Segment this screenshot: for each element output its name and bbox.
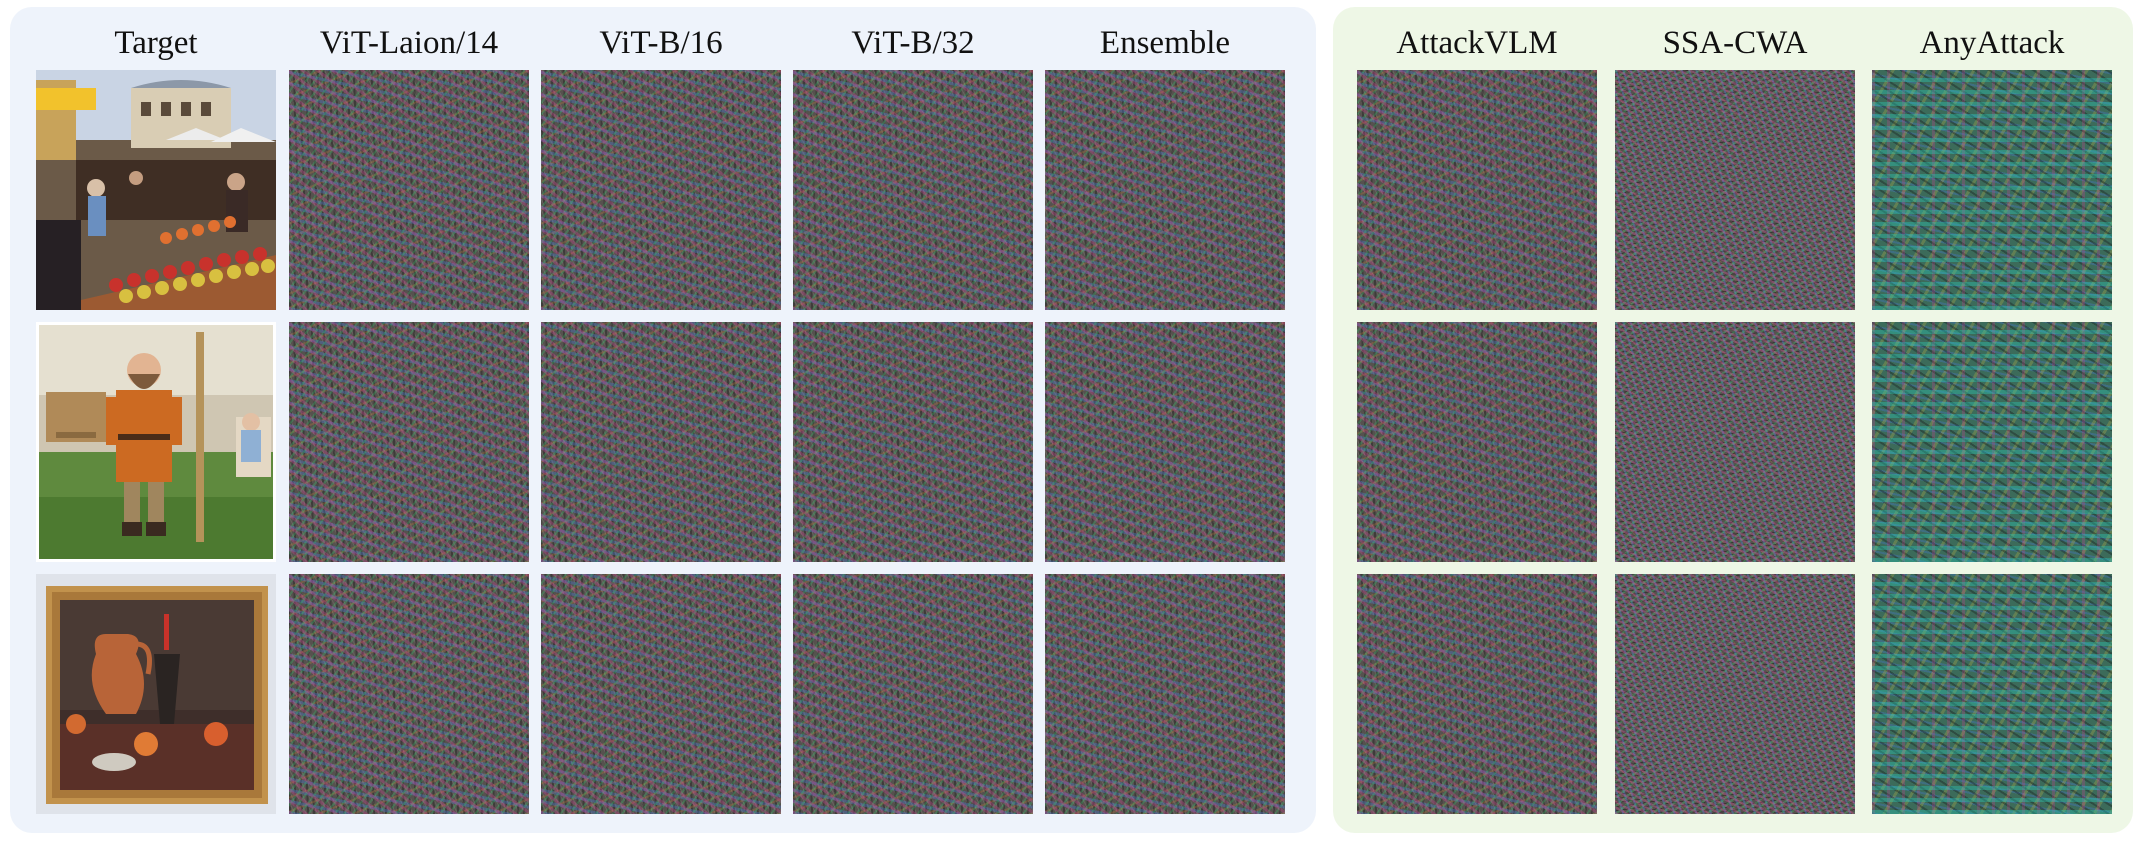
perturbation-attackvlm-row1 [1357,70,1597,310]
perturbation-attackvlm-row2 [1357,322,1597,562]
perturbation-vit-laion-14-row3 [289,574,529,814]
perturbation-vit-b-32-row2 [793,322,1033,562]
perturbation-attackvlm-row3 [1357,574,1597,814]
perturbation-vit-laion-14-row2 [289,322,529,562]
column-header-vit-laion-14: ViT-Laion/14 [319,25,499,61]
perturbation-vit-laion-14-row1 [289,70,529,310]
perturbation-vit-b-16-row1 [541,70,781,310]
target-image-medieval-man [36,322,276,562]
perturbation-ssa-cwa-row2 [1615,322,1855,562]
perturbation-anyattack-row2 [1872,322,2112,562]
column-header-vit-b-16: ViT-B/16 [599,25,723,61]
perturbation-vit-b-16-row3 [541,574,781,814]
perturbation-vit-b-16-row2 [541,322,781,562]
perturbation-ensemble-row1 [1045,70,1285,310]
column-header-anyattack: AnyAttack [1919,25,2065,61]
perturbation-vit-b-32-row3 [793,574,1033,814]
perturbation-anyattack-row1 [1872,70,2112,310]
perturbation-ensemble-row3 [1045,574,1285,814]
column-header-ssa-cwa: SSA-CWA [1662,25,1808,61]
column-header-ensemble: Ensemble [1099,25,1231,61]
column-header-vit-b-32: ViT-B/32 [851,25,975,61]
perturbation-ssa-cwa-row1 [1615,70,1855,310]
column-header-attackvlm: AttackVLM [1396,25,1558,61]
perturbation-anyattack-row3 [1872,574,2112,814]
column-header-target: Target [114,25,198,61]
perturbation-ensemble-row2 [1045,322,1285,562]
target-image-still-life-painting [36,574,276,814]
perturbation-ssa-cwa-row3 [1615,574,1855,814]
target-image-market [36,70,276,310]
perturbation-vit-b-32-row1 [793,70,1033,310]
